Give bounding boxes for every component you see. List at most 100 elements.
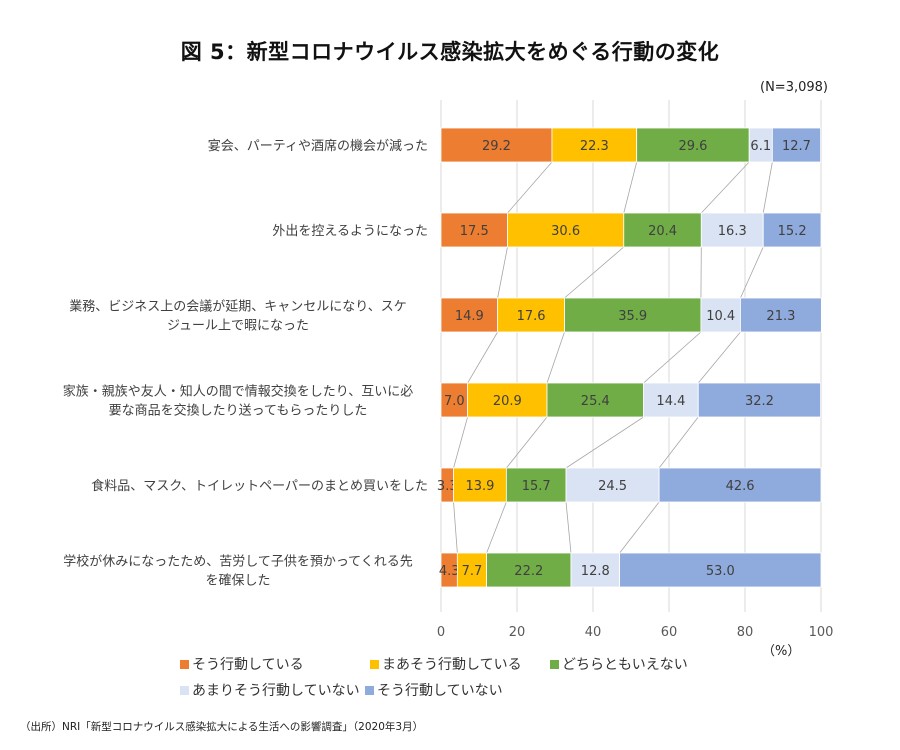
series-line [619, 501, 660, 554]
legend-label: どちらともいえない [562, 657, 688, 673]
x-tick-label: 80 [737, 625, 754, 640]
bar-value-label: 29.2 [482, 139, 511, 154]
series-line [658, 416, 699, 469]
legend-label: まあそう行動している [382, 657, 522, 673]
legend-swatch [550, 659, 559, 669]
bar-segment [570, 552, 621, 588]
category-label: 要な商品を交換したり送ってもらったりした [109, 403, 368, 419]
bar-value-label: 53.0 [706, 564, 735, 579]
category-label: 業務、ビジネス上の会議が延期、キャンセルになり、スケ [69, 299, 406, 315]
legend-item: そう行動していない [365, 680, 503, 700]
legend-item: まあそう行動している [370, 654, 522, 674]
legend-item: どちらともいえない [550, 654, 688, 674]
series-line [467, 331, 498, 384]
bar-segment [700, 297, 741, 333]
bar-value-label: 7.7 [462, 564, 483, 579]
legend-swatch [180, 659, 189, 669]
x-tick-label: 60 [661, 625, 678, 640]
legend-label: そう行動していない [377, 683, 503, 699]
bar-segment [762, 212, 822, 248]
bar-value-label: 7.0 [444, 394, 465, 409]
legend-label: あまりそう行動していない [192, 683, 360, 699]
series-line [740, 246, 764, 299]
bar-segment [505, 467, 567, 503]
bar-segment [456, 552, 487, 588]
legend-item: そう行動している [180, 654, 304, 674]
series-line [486, 501, 507, 554]
bar-segment [440, 212, 508, 248]
bar-segment [440, 297, 499, 333]
category-label: 宴会、パーティや酒席の機会が減った [208, 138, 428, 154]
bar-value-label: 30.6 [551, 224, 580, 239]
bar-value-label: 32.2 [745, 394, 774, 409]
bar-value-label: 15.2 [778, 224, 807, 239]
chart-title: 図 5：新型コロナウイルス感染拡大をめぐる行動の変化 [180, 40, 720, 64]
bar-value-label: 20.4 [648, 224, 677, 239]
x-axis-unit-label: （%） [762, 644, 801, 659]
series-line [507, 161, 553, 214]
x-axis-ticks: 0 20 40 60 80 100 [437, 625, 834, 640]
source-note: （出所）NRI「新型コロナウイルス感染拡大による生活への影響調査」（2020年3… [20, 721, 424, 733]
bar-value-label: 3.3 [437, 479, 458, 494]
series-line [506, 416, 548, 469]
bar-value-label: 20.9 [493, 394, 522, 409]
bar-value-label: 14.4 [656, 394, 685, 409]
x-tick-label: 100 [809, 625, 834, 640]
bar-value-label: 4.3 [439, 564, 460, 579]
bar-segment [658, 467, 822, 503]
category-label: 家族・親族や友人・知人の間で情報交換をしたり、互いに必 [63, 384, 413, 400]
x-tick-label: 20 [509, 625, 526, 640]
legend-item: あまりそう行動していない [180, 680, 360, 700]
series-line [623, 161, 638, 214]
series-line [697, 331, 741, 384]
bar-value-label: 17.6 [517, 309, 546, 324]
bar-segment [453, 467, 507, 503]
sample-size-note: (N=3,098) [760, 80, 828, 95]
bar-segment [636, 127, 750, 163]
bar-value-label: 12.8 [581, 564, 610, 579]
category-label: 外出を控えるようになった [272, 224, 428, 239]
legend-label: そう行動している [192, 657, 304, 673]
bar-value-label: 14.9 [455, 309, 484, 324]
bar-value-label: 13.9 [465, 479, 494, 494]
category-label: 学校が休みになったため、苦労して子供を預かってくれる先 [63, 554, 413, 570]
bar-segment [440, 127, 553, 163]
bar-value-label: 35.9 [618, 309, 647, 324]
bar-segment [623, 212, 702, 248]
bar-value-label: 21.3 [766, 309, 795, 324]
bar-segment [740, 297, 822, 333]
bar-value-label: 15.7 [522, 479, 551, 494]
legend-swatch [370, 659, 379, 669]
series-line [546, 331, 565, 384]
series-line [643, 331, 702, 384]
bar-value-label: 22.2 [514, 564, 543, 579]
category-label: 食料品、マスク、トイレットペーパーのまとめ買いをした [91, 478, 428, 494]
x-tick-label: 40 [585, 625, 602, 640]
series-line [564, 246, 625, 299]
series-lines [453, 161, 773, 554]
bar-value-label: 6.1 [750, 139, 771, 154]
category-labels: 宴会、パーティや酒席の機会が減った外出を控えるようになった業務、ビジネス上の会議… [63, 138, 428, 589]
bar-value-label: 17.5 [460, 224, 489, 239]
bar-segment [619, 552, 822, 588]
bar-value-label: 22.3 [580, 139, 609, 154]
bar-value-label: 12.7 [782, 139, 811, 154]
series-line [565, 501, 572, 554]
bar-value-label: 16.3 [718, 224, 747, 239]
bar-segment [771, 127, 822, 163]
series-line [565, 416, 644, 469]
series-line [497, 246, 508, 299]
bar-segment [467, 382, 548, 418]
gridlines [440, 100, 822, 612]
bar-segment [440, 382, 469, 418]
bar-value-label: 25.4 [581, 394, 610, 409]
bar-segment [700, 212, 764, 248]
bar-segment [564, 297, 702, 333]
bar-segment [546, 382, 644, 418]
bar-segment [507, 212, 625, 248]
bar-segment [697, 382, 822, 418]
series-line [453, 416, 468, 469]
x-tick-label: 0 [437, 625, 445, 640]
bar-value-label: 29.6 [678, 139, 707, 154]
